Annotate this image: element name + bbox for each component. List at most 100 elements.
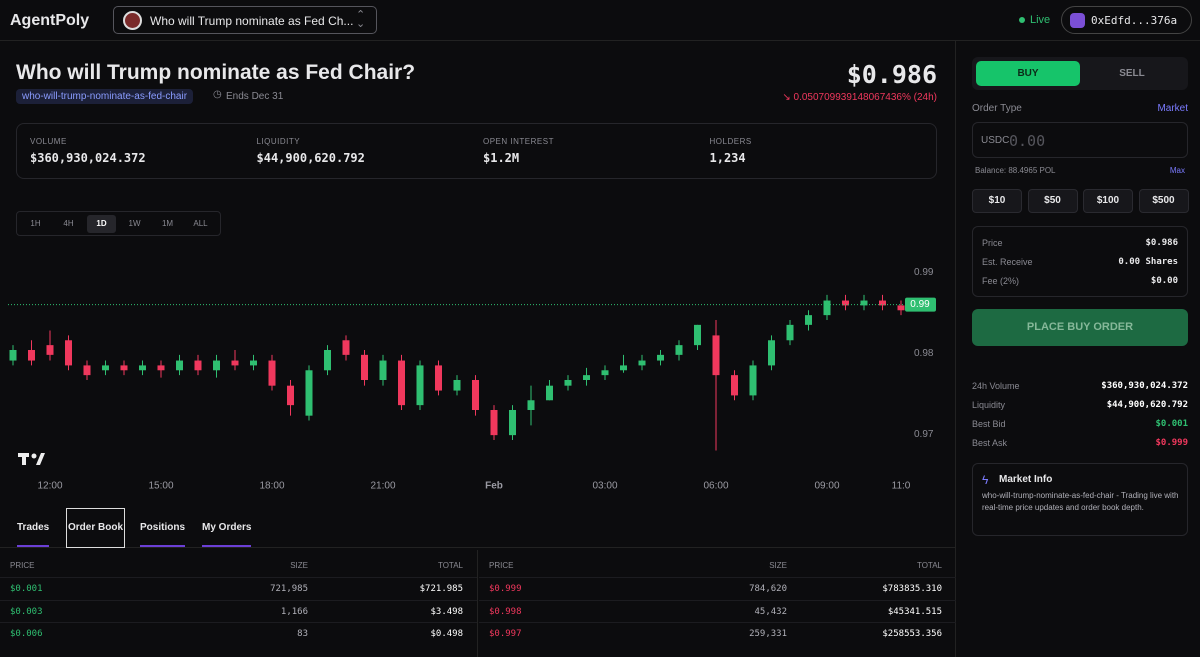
- x-tick-label: 09:00: [814, 481, 839, 492]
- market-select-label: Who will Trump nominate as Fed Ch...: [150, 14, 354, 28]
- side-toggle: BUY SELL: [972, 57, 1188, 90]
- summary-label: Fee (2%): [982, 276, 1020, 286]
- candle-body: [342, 340, 350, 355]
- market-slug[interactable]: who-will-trump-nominate-as-fed-chair: [16, 89, 194, 104]
- live-status: Live: [1030, 14, 1051, 26]
- market-price: $0.986: [846, 60, 937, 89]
- market-icon: [123, 11, 142, 30]
- book-cell: 259,331: [749, 629, 787, 639]
- book-header: SIZE: [769, 561, 787, 570]
- candle-body: [157, 365, 165, 371]
- y-tick-label: 0.97: [914, 429, 934, 440]
- order-type[interactable]: Market: [1157, 103, 1188, 114]
- candle-body: [712, 335, 720, 376]
- candle-body: [176, 360, 183, 371]
- tradingview-logo: [18, 453, 45, 465]
- amount-input[interactable]: USDC 0.00: [972, 122, 1188, 158]
- book-cell: $0.998: [489, 606, 522, 617]
- tab[interactable]: My Orders: [202, 522, 252, 533]
- book-cell: 1,166: [280, 606, 308, 617]
- candle-body: [65, 340, 72, 366]
- candle-body: [435, 365, 442, 391]
- tab-underline: [140, 545, 185, 547]
- candle-body: [638, 360, 646, 366]
- stat-value: 1,234: [709, 151, 746, 165]
- market-stat-label: 24h Volume: [972, 381, 1020, 391]
- tab-bar: Trades Order Book Positions My Orders: [0, 508, 955, 548]
- book-cell: $783835.310: [882, 584, 942, 594]
- candle-body: [213, 360, 220, 371]
- sell-button[interactable]: SELL: [1119, 68, 1145, 79]
- timeframe-button[interactable]: 1D: [87, 215, 116, 233]
- candle-body: [546, 385, 553, 401]
- candle-body: [120, 365, 128, 371]
- timeframe-button[interactable]: 1W: [128, 219, 141, 228]
- book-cell: $258553.356: [882, 629, 942, 639]
- candle-body: [694, 324, 701, 346]
- candle-body: [268, 360, 276, 386]
- timeframe-button[interactable]: 4H: [63, 219, 74, 228]
- market-select[interactable]: Who will Trump nominate as Fed Ch... ⌃ ⌄: [113, 6, 377, 34]
- book-cell: $0.498: [430, 629, 463, 639]
- divider: [955, 41, 956, 657]
- wallet[interactable]: 0xEdfd...376a: [1061, 6, 1192, 34]
- x-tick-label: 21:00: [370, 481, 395, 492]
- market-stat-value: $360,930,024.372: [1101, 381, 1188, 391]
- quick-amount[interactable]: $500: [1138, 189, 1189, 213]
- buy-button[interactable]: BUY: [976, 61, 1080, 86]
- amount-placeholder: 0.00: [1009, 132, 1046, 150]
- candle-body: [897, 305, 905, 311]
- timeframe-button[interactable]: ALL: [193, 219, 208, 228]
- candle-body: [675, 345, 683, 355]
- change-text: 0.050709939148067436% (24h): [793, 92, 937, 103]
- candle-body: [749, 365, 757, 396]
- summary-label: Price: [982, 238, 1003, 248]
- tab-underline: [202, 545, 251, 547]
- summary-value: 0.00 Shares: [1118, 257, 1178, 267]
- clock-icon: ◷: [213, 89, 222, 100]
- timeframe-button[interactable]: 1H: [30, 219, 41, 228]
- order-book: PRICE SIZE TOTAL $0.001 721,985 $721.985 $0.00…: [0, 550, 956, 657]
- stat-value: $1.2M: [483, 151, 520, 165]
- chevrons: ⌃ ⌄: [356, 9, 366, 30]
- book-header: TOTAL: [916, 561, 942, 570]
- x-tick-label: 11:0: [892, 481, 911, 492]
- quick-amount[interactable]: $50: [1027, 189, 1078, 213]
- book-cell: $0.997: [489, 629, 522, 639]
- candle-body: [768, 340, 775, 366]
- market-info: ϟ Market Info who-will-trump-nominate-as…: [972, 463, 1188, 536]
- order-summary: Price $0.986 Est. Receive 0.00 Shares Fee (2…: [972, 226, 1188, 297]
- order-type-label: Order Type: [972, 103, 1022, 114]
- currency: USDC: [981, 135, 1010, 146]
- summary-value: $0.00: [1150, 276, 1178, 286]
- info-text: who-will-trump-nominate-as-fed-chair - T…: [982, 491, 1179, 512]
- live-dot: [1019, 17, 1025, 23]
- max-button[interactable]: Max: [1169, 166, 1185, 175]
- market-stat-value: $0.999: [1155, 438, 1188, 448]
- x-tick-label: Feb: [485, 481, 503, 492]
- tab[interactable]: Order Book: [65, 508, 126, 548]
- book-cell: $0.006: [10, 629, 43, 639]
- book-cell: 721,985: [270, 584, 308, 594]
- candle-body: [46, 345, 54, 355]
- timeframe-button[interactable]: 1M: [161, 219, 174, 228]
- tab[interactable]: Trades: [17, 522, 50, 533]
- quick-amount[interactable]: $10: [972, 189, 1022, 213]
- book-row-border: [0, 599, 477, 601]
- market-stat-value: $0.001: [1155, 419, 1188, 429]
- stat-label: VOLUME: [30, 137, 67, 146]
- candle-body: [250, 360, 257, 366]
- book-cell: 83: [297, 629, 308, 639]
- place-order-button[interactable]: PLACE BUY ORDER: [972, 309, 1188, 346]
- brand[interactable]: AgentPoly: [10, 12, 90, 29]
- candle-body: [879, 300, 886, 306]
- quick-amounts: $10 $50 $100 $500: [972, 189, 1189, 213]
- arrow: ↘: [782, 92, 794, 103]
- stats-panel: VOLUME $360,930,024.372 LIQUIDITY $44,900,6…: [16, 123, 937, 179]
- quick-amount[interactable]: $100: [1083, 189, 1133, 213]
- stat-label: LIQUIDITY: [256, 137, 301, 146]
- tab[interactable]: Positions: [140, 522, 186, 533]
- candle-body: [472, 380, 479, 410]
- candle-body: [731, 375, 738, 396]
